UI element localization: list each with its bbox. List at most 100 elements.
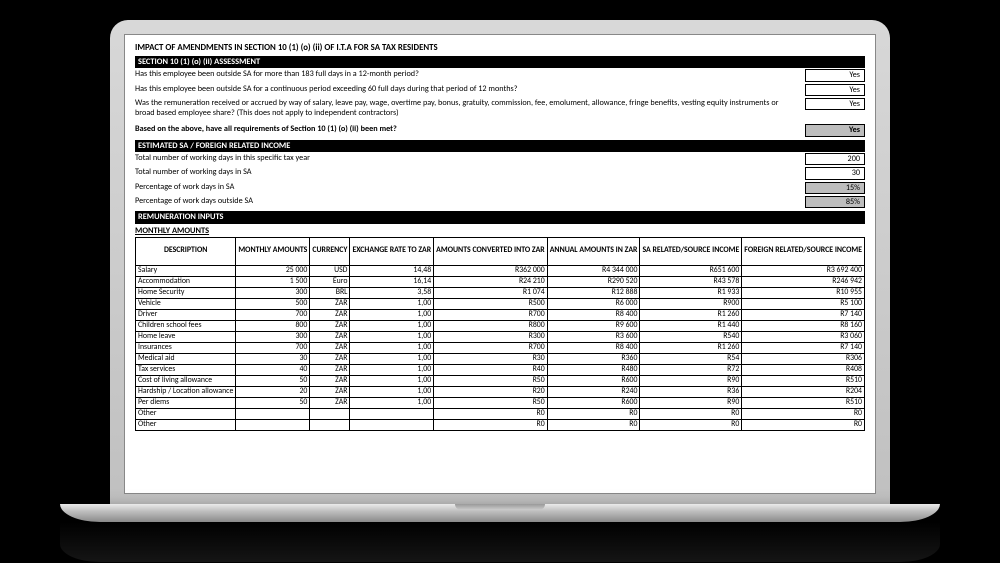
cell-foreign: R306: [742, 354, 865, 365]
cell-description[interactable]: Hardship / Location allowance: [136, 387, 236, 398]
q2-answer[interactable]: Yes: [805, 84, 865, 96]
r1q: Total number of working days in this spe…: [135, 153, 805, 163]
cell-currency[interactable]: USD: [310, 266, 350, 277]
cell-currency[interactable]: ZAR: [310, 398, 350, 409]
cell-sa: R900: [640, 299, 742, 310]
cell-exchange[interactable]: 1,00: [350, 321, 434, 332]
cell-monthly[interactable]: 40: [236, 365, 310, 376]
cell-monthly[interactable]: 800: [236, 321, 310, 332]
cell-description[interactable]: Tax services: [136, 365, 236, 376]
cell-monthly[interactable]: 700: [236, 343, 310, 354]
cell-currency[interactable]: ZAR: [310, 310, 350, 321]
cell-annual: R6 000: [547, 299, 640, 310]
cell-description[interactable]: Children school fees: [136, 321, 236, 332]
cell-currency[interactable]: ZAR: [310, 343, 350, 354]
cell-exchange[interactable]: 1,00: [350, 343, 434, 354]
cell-monthly[interactable]: 20: [236, 387, 310, 398]
cell-sa: R36: [640, 387, 742, 398]
cell-description[interactable]: Medical aid: [136, 354, 236, 365]
cell-annual: R8 400: [547, 343, 640, 354]
cell-sa: R1 260: [640, 343, 742, 354]
cell-description[interactable]: Per diems: [136, 398, 236, 409]
cell-annual: R12 888: [547, 288, 640, 299]
section1-header: SECTION 10 (1) (o) (ii) ASSESSMENT: [135, 56, 865, 69]
cell-description[interactable]: Salary: [136, 266, 236, 277]
q1-answer[interactable]: Yes: [805, 69, 865, 81]
cell-monthly[interactable]: 300: [236, 332, 310, 343]
cell-description[interactable]: Cost of living allowance: [136, 376, 236, 387]
cell-sa: R1 933: [640, 288, 742, 299]
r4v: 85%: [805, 196, 865, 208]
cell-currency[interactable]: ZAR: [310, 354, 350, 365]
cell-exchange[interactable]: 16,14: [350, 277, 434, 288]
cell-exchange[interactable]: 1,00: [350, 387, 434, 398]
cell-currency[interactable]: ZAR: [310, 332, 350, 343]
cell-exchange[interactable]: 1,00: [350, 332, 434, 343]
cell-exchange[interactable]: [350, 409, 434, 420]
cell-annual: R600: [547, 376, 640, 387]
table-row: OtherR0R0R0R0: [136, 409, 865, 420]
cell-annual: R9 600: [547, 321, 640, 332]
cell-currency[interactable]: ZAR: [310, 299, 350, 310]
col-annual: ANNUAL AMOUNTS IN ZAR: [547, 238, 640, 266]
cell-exchange[interactable]: 1,00: [350, 398, 434, 409]
cell-annual: R0: [547, 420, 640, 431]
income-row-2: Total number of working days in SA 30: [135, 166, 865, 180]
cell-currency[interactable]: ZAR: [310, 387, 350, 398]
cell-monthly[interactable]: 300: [236, 288, 310, 299]
cell-converted: R50: [434, 398, 548, 409]
assessment-row-1: Has this employee been outside SA for mo…: [135, 68, 865, 82]
cell-description[interactable]: Driver: [136, 310, 236, 321]
cell-monthly[interactable]: 700: [236, 310, 310, 321]
cell-exchange[interactable]: 1,00: [350, 354, 434, 365]
cell-currency[interactable]: Euro: [310, 277, 350, 288]
cell-exchange[interactable]: 1,00: [350, 299, 434, 310]
cell-currency[interactable]: [310, 420, 350, 431]
cell-description[interactable]: Home Security: [136, 288, 236, 299]
cell-monthly[interactable]: 50: [236, 398, 310, 409]
cell-monthly[interactable]: 50: [236, 376, 310, 387]
cell-exchange[interactable]: 14,48: [350, 266, 434, 277]
section3-header: REMUNERATION INPUTS: [135, 211, 865, 224]
r2v[interactable]: 30: [805, 167, 865, 179]
cell-exchange[interactable]: 3,58: [350, 288, 434, 299]
cell-description[interactable]: Accommodation: [136, 277, 236, 288]
col-foreign: FOREIGN RELATED/SOURCE INCOME: [742, 238, 865, 266]
q3-answer[interactable]: Yes: [805, 98, 865, 110]
cell-monthly[interactable]: 1 500: [236, 277, 310, 288]
assessment-summary-row: Based on the above, have all requirement…: [135, 123, 865, 137]
col-monthly: MONTHLY AMOUNTS: [236, 238, 310, 266]
cell-foreign: R0: [742, 420, 865, 431]
col-exchange: EXCHANGE RATE TO ZAR: [350, 238, 434, 266]
cell-monthly[interactable]: 500: [236, 299, 310, 310]
cell-exchange[interactable]: 1,00: [350, 310, 434, 321]
table-row: Hardship / Location allowance20ZAR1,00 R2…: [136, 387, 865, 398]
cell-description[interactable]: Home leave: [136, 332, 236, 343]
r1v[interactable]: 200: [805, 153, 865, 165]
cell-exchange[interactable]: 1,00: [350, 365, 434, 376]
cell-currency[interactable]: BRL: [310, 288, 350, 299]
cell-sa: R0: [640, 409, 742, 420]
cell-sa: R1 260: [640, 310, 742, 321]
cell-currency[interactable]: ZAR: [310, 321, 350, 332]
cell-exchange[interactable]: 1,00: [350, 376, 434, 387]
cell-description[interactable]: Insurances: [136, 343, 236, 354]
cell-monthly[interactable]: 25 000: [236, 266, 310, 277]
cell-annual: R240: [547, 387, 640, 398]
cell-sa: R72: [640, 365, 742, 376]
cell-currency[interactable]: ZAR: [310, 365, 350, 376]
cell-sa: R54: [640, 354, 742, 365]
cell-description[interactable]: Other: [136, 409, 236, 420]
cell-currency[interactable]: ZAR: [310, 376, 350, 387]
remuneration-table: DESCRIPTION MONTHLY AMOUNTS CURRENCY EXC…: [135, 237, 865, 431]
cell-annual: R290 520: [547, 277, 640, 288]
cell-sa: R0: [640, 420, 742, 431]
cell-monthly[interactable]: 30: [236, 354, 310, 365]
cell-description[interactable]: Other: [136, 420, 236, 431]
cell-description[interactable]: Vehicle: [136, 299, 236, 310]
cell-converted: R500: [434, 299, 548, 310]
cell-currency[interactable]: [310, 409, 350, 420]
cell-exchange[interactable]: [350, 420, 434, 431]
cell-monthly[interactable]: [236, 409, 310, 420]
cell-monthly[interactable]: [236, 420, 310, 431]
